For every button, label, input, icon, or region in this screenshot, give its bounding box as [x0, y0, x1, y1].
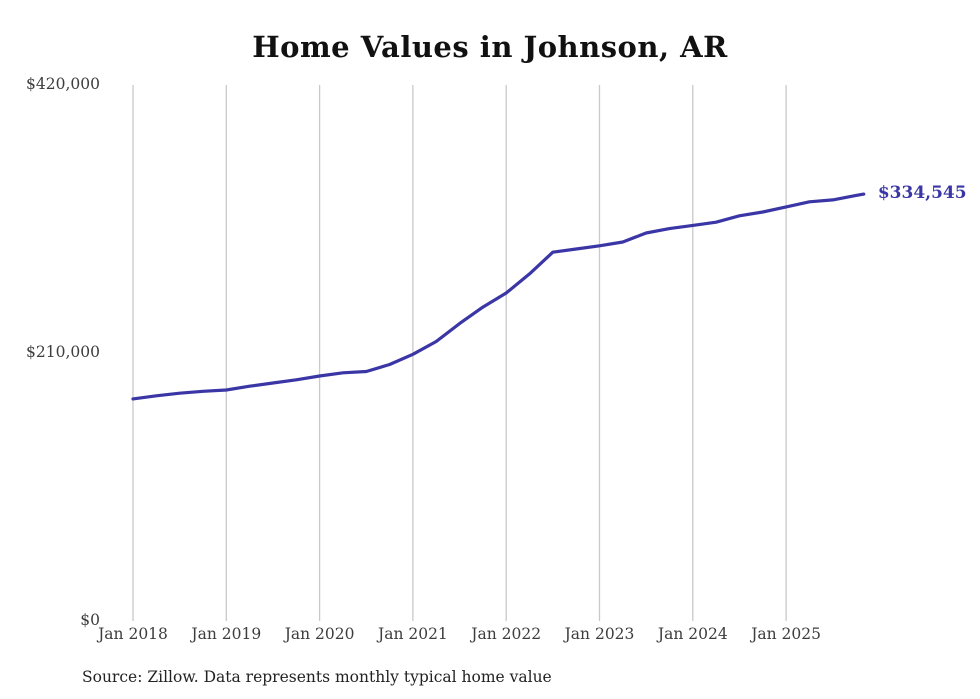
x-tick-label: Jan 2021 — [377, 625, 448, 643]
y-tick-label: $0 — [80, 611, 100, 629]
y-tick-label: $420,000 — [26, 75, 100, 93]
x-tick-label: Jan 2022 — [471, 625, 542, 643]
home-value-line — [131, 192, 866, 401]
x-tick-label: Jan 2018 — [98, 625, 168, 643]
x-tick-label: Jan 2025 — [751, 625, 821, 643]
x-tick-label: Jan 2023 — [564, 625, 635, 643]
y-tick-label: $210,000 — [26, 343, 100, 361]
x-tick-label: Jan 2020 — [284, 625, 355, 643]
x-tick-label: Jan 2024 — [657, 625, 728, 643]
latest-value-label: $334,545 — [877, 183, 967, 204]
chart-title: Home Values in Johnson, AR — [252, 30, 728, 64]
x-tick-label: Jan 2019 — [191, 625, 262, 643]
source-note: Source: Zillow. Data represents monthly … — [82, 668, 552, 686]
